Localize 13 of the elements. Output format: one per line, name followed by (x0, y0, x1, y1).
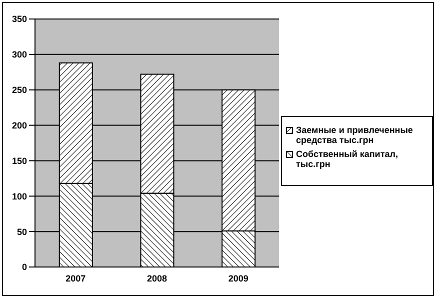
y-tick-label: 300 (12, 50, 27, 60)
y-tick-label: 200 (12, 120, 27, 130)
y-tick-label: 350 (12, 14, 27, 24)
y-tick-label: 50 (16, 226, 27, 237)
y-tick-label: 250 (12, 85, 27, 96)
x-tick-label: 2009 (228, 273, 248, 284)
legend-label: Заемные и привлеченные средства тыс.грн (296, 124, 414, 144)
y-tick-label: 0 (22, 262, 27, 272)
y-tick-label: 100 (12, 191, 27, 202)
x-tick-label: 2008 (146, 273, 168, 284)
x-tick-label: 2007 (66, 273, 86, 284)
legend-label: Собственный капитал, тыс.грн (296, 148, 399, 168)
y-tick-label: 150 (12, 156, 27, 166)
